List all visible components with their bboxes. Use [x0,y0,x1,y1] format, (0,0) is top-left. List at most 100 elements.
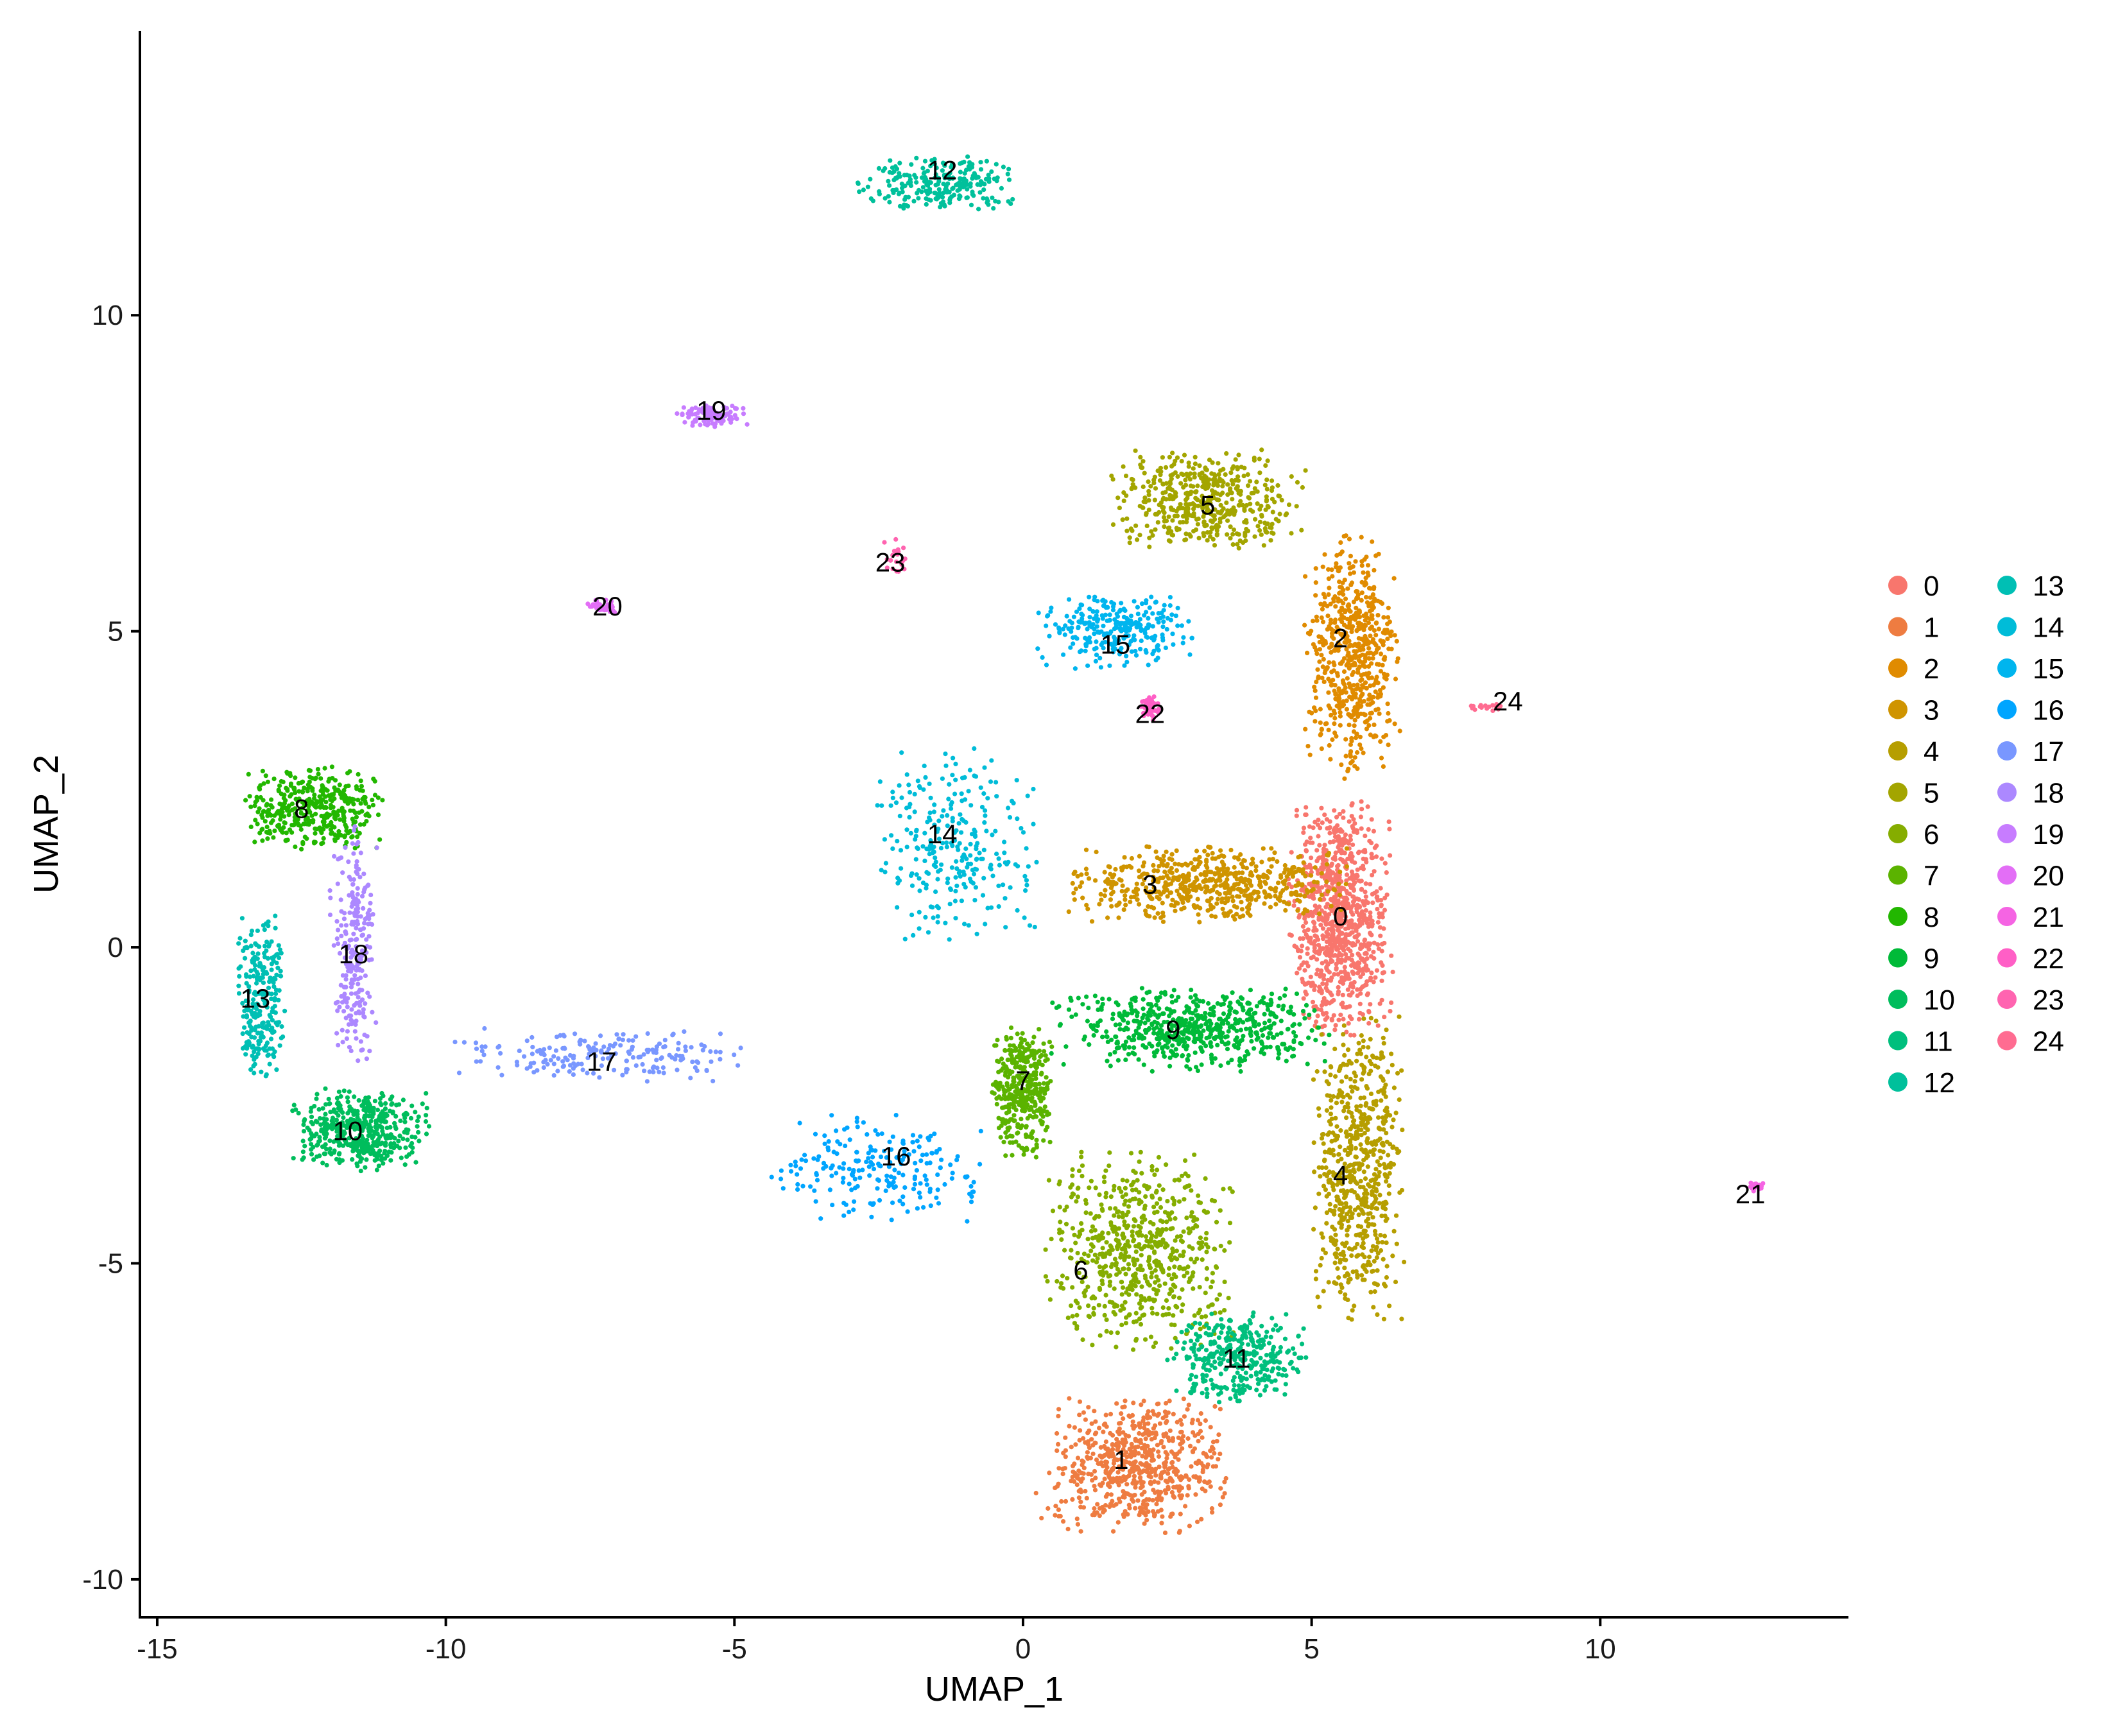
point [1092,1488,1098,1493]
point [1352,1136,1357,1141]
point [1308,981,1313,986]
point [1087,1445,1092,1450]
point [1359,580,1365,585]
point [1140,1313,1145,1318]
point [1024,1124,1029,1130]
point [1155,1402,1160,1407]
point [1222,1491,1227,1496]
point [1107,1484,1112,1490]
point [1237,538,1243,544]
point [1257,456,1262,461]
point [1321,642,1326,648]
point [1237,887,1243,892]
point [1134,881,1139,886]
point [1121,1514,1126,1519]
point [1344,1191,1349,1196]
point [1088,1211,1093,1216]
point [1189,1420,1194,1425]
point [1199,886,1204,891]
point [1391,1117,1396,1122]
point [1313,903,1318,908]
point [1173,1275,1178,1280]
point [1337,1207,1342,1212]
point [1080,1173,1085,1179]
point [1323,1250,1328,1255]
point [1219,478,1225,483]
point [1375,1240,1381,1245]
point [1338,617,1343,622]
point [1380,970,1385,975]
point [1366,664,1372,669]
point [1124,1450,1129,1455]
point [1107,864,1112,870]
point [1209,1506,1214,1511]
point [1214,901,1219,906]
point [1116,915,1121,920]
point [1334,553,1339,558]
point [1363,595,1369,600]
point [1176,1435,1181,1440]
point [1200,484,1205,489]
point [1241,913,1246,918]
point [1299,528,1304,533]
point [1371,949,1376,954]
point [1181,1434,1186,1439]
point [1058,1281,1064,1286]
point [1369,923,1374,928]
point [1146,904,1151,909]
point [1386,819,1391,824]
point [1239,861,1244,866]
point [1320,885,1325,890]
point [1177,1484,1182,1489]
point [1324,1194,1329,1199]
point [1248,501,1253,506]
point [1391,576,1397,581]
point [1139,1220,1144,1225]
point [1149,1233,1155,1238]
point [1077,1413,1082,1418]
point [1061,1450,1066,1456]
point [1008,1025,1014,1030]
point [1098,1333,1103,1338]
point [1316,818,1321,823]
point [1378,933,1383,938]
point [1352,934,1357,940]
point [1119,889,1124,894]
point [1364,983,1369,988]
point [1348,1143,1354,1149]
point [1128,899,1133,904]
point [1333,1204,1338,1209]
point [1198,1411,1203,1416]
point [1114,1401,1119,1406]
point [1317,984,1322,990]
point [1336,992,1341,997]
point [1362,937,1368,942]
point [1252,458,1257,463]
point [1157,478,1163,483]
point [1180,1446,1185,1451]
point [1252,889,1257,894]
point [1345,661,1350,666]
point [1138,1263,1143,1268]
point [1180,1287,1185,1292]
point [1348,906,1353,911]
point [1162,1530,1168,1535]
point [1225,898,1230,904]
point [1197,1475,1202,1480]
point [1122,1202,1127,1207]
point [1008,1035,1013,1040]
point [1130,1233,1135,1239]
point [1084,872,1089,877]
point [1138,454,1143,460]
point [1173,861,1178,866]
point [1368,1036,1373,1042]
point [1160,900,1165,906]
point [1099,897,1104,902]
point [1081,1436,1086,1441]
point [1108,1478,1114,1484]
point [1079,1470,1084,1475]
point [1313,719,1318,724]
point [1175,528,1180,533]
point [1262,879,1268,884]
point [1359,942,1364,947]
